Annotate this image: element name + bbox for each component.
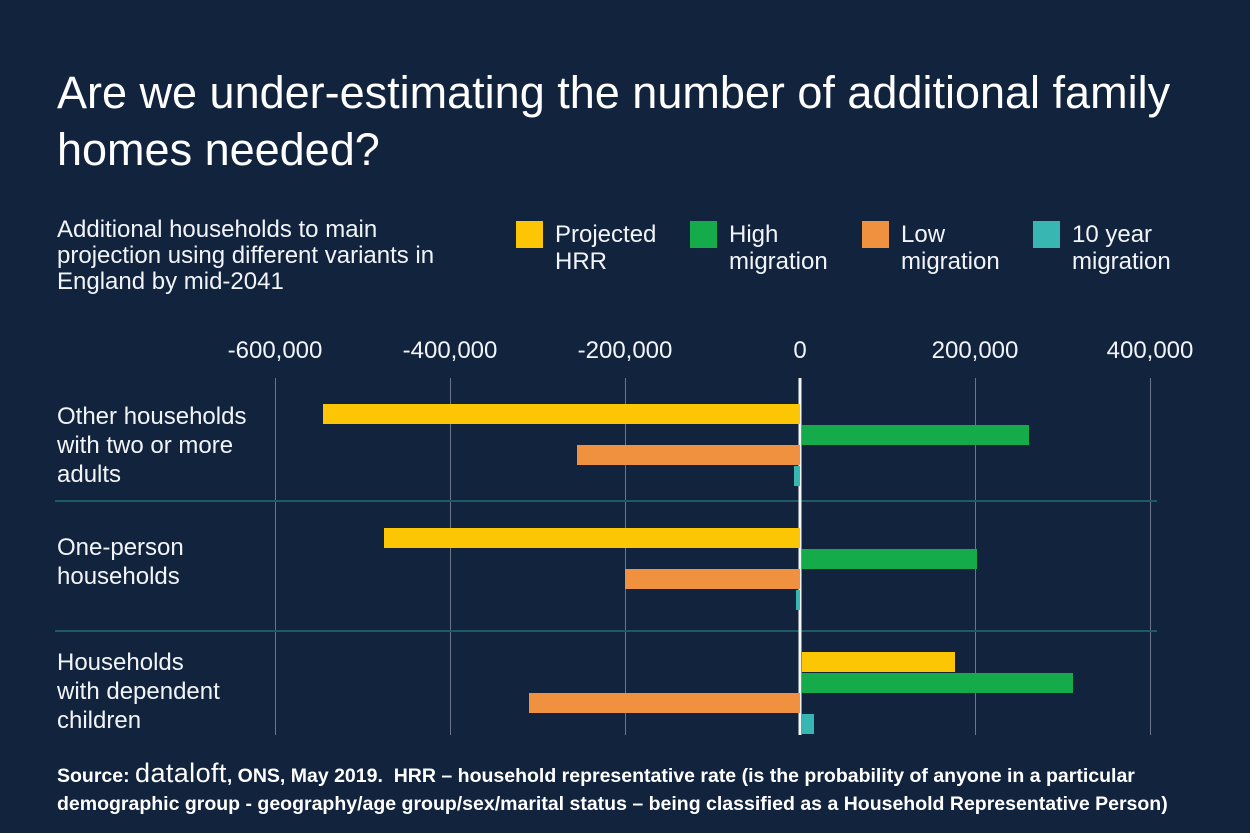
source-note: Source: dataloft, ONS, May 2019. HRR – h… <box>57 758 1207 818</box>
legend-item-high-migration: High migration <box>690 221 841 275</box>
category-label-row3: Households with dependent children <box>57 649 220 734</box>
legend-swatch-icon <box>1033 221 1060 248</box>
legend-label: High migration <box>729 221 828 275</box>
row-separator <box>55 630 1157 632</box>
bar-high-migration-row2 <box>801 548 977 569</box>
bar-projected-hrr-row2 <box>384 528 800 548</box>
legend-swatch-icon <box>516 221 543 248</box>
x-axis-tick-label: 400,000 <box>1106 337 1194 364</box>
zero-axis-line <box>798 378 802 735</box>
x-axis-tick-label: -200,000 <box>577 337 673 364</box>
bar-low-migration-row2 <box>625 569 800 589</box>
x-axis-tick-label: -600,000 <box>227 337 323 364</box>
chart-subtitle: Additional households to main projection… <box>57 216 435 295</box>
row-separator <box>55 500 1157 502</box>
bar-low-migration-row3 <box>528 693 800 713</box>
legend-item-low-migration: Low migration <box>862 221 1013 275</box>
legend-label: Projected HRR <box>555 221 657 275</box>
gridline <box>275 378 276 735</box>
legend-swatch-icon <box>862 221 889 248</box>
gridline <box>1150 378 1151 735</box>
legend-label: 10 year migration <box>1072 221 1171 275</box>
source-prefix: Source: <box>57 765 136 787</box>
legend-item-10-year-migration: 10 year migration <box>1033 221 1184 275</box>
bar-10-year-migration-row1 <box>793 465 800 486</box>
legend-swatch-icon <box>690 221 717 248</box>
category-label-row2: One-person households <box>57 534 184 590</box>
bar-projected-hrr-row1 <box>323 404 800 424</box>
page-title: Are we under-estimating the number of ad… <box>57 67 1171 175</box>
x-axis-tick-label: -400,000 <box>402 337 498 364</box>
legend-item-projected-hrr: Projected HRR <box>516 221 667 275</box>
dataloft-logo: dataloft <box>135 758 227 788</box>
gridline <box>625 378 626 735</box>
source-rest: , ONS, May 2019. HRR – household represe… <box>57 765 1168 815</box>
bar-high-migration-row1 <box>801 424 1029 445</box>
bar-10-year-migration-row3 <box>801 713 814 734</box>
bar-10-year-migration-row2 <box>795 589 800 610</box>
bar-projected-hrr-row3 <box>801 652 955 672</box>
x-axis-tick-label: 0 <box>793 337 807 364</box>
category-label-row1: Other households with two or more adults <box>57 403 247 488</box>
bar-high-migration-row3 <box>801 672 1073 693</box>
x-axis-tick-label: 200,000 <box>931 337 1019 364</box>
legend-label: Low migration <box>901 221 1000 275</box>
gridline <box>450 378 451 735</box>
bar-low-migration-row1 <box>576 445 800 465</box>
